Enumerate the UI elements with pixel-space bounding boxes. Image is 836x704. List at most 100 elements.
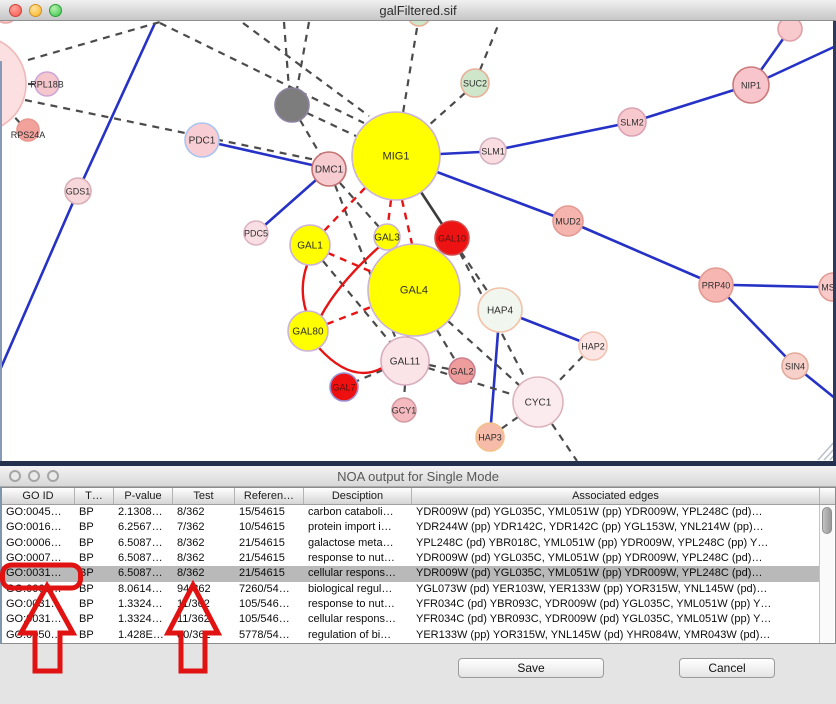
- column-header-6[interactable]: Associated edges: [412, 488, 820, 504]
- table-cell: 8/362: [177, 551, 205, 564]
- network-edge: [24, 98, 317, 162]
- network-node-GAL7[interactable]: GAL7: [329, 372, 359, 402]
- table-cell: GO:0007…: [6, 551, 62, 564]
- network-node-MIG1[interactable]: MIG1: [351, 111, 441, 201]
- network-node-RPS24A[interactable]: RPS24A: [11, 118, 46, 142]
- network-canvas[interactable]: RPL18B RPS24A GDS1 PDC1 DMC1 MIG1 SUC2 SLM1 SLM2…: [0, 0, 836, 462]
- table-row[interactable]: GO:0045… BP 2.1308… 8/362 15/54615 carbon cat…: [2, 505, 819, 521]
- network-node-PDC5[interactable]: PDC5: [243, 220, 269, 246]
- cancel-button[interactable]: Cancel: [679, 658, 775, 678]
- window-divider: [0, 461, 836, 466]
- network-edge: [0, 190, 80, 371]
- network-edge: [551, 423, 578, 462]
- network-node-HAP2[interactable]: HAP2: [578, 331, 608, 361]
- column-header-2[interactable]: P-value: [114, 488, 173, 504]
- network-node-GAL4[interactable]: GAL4: [367, 243, 461, 337]
- svg-text:SUC2: SUC2: [463, 79, 487, 89]
- svg-text:GAL11: GAL11: [390, 357, 421, 368]
- svg-text:HAP2: HAP2: [581, 342, 605, 352]
- network-node-SUC2[interactable]: SUC2: [460, 68, 490, 98]
- column-header-4[interactable]: Referen…: [235, 488, 304, 504]
- network-edge: [436, 170, 555, 218]
- network-edge: [436, 329, 456, 361]
- minimize-button[interactable]: [29, 4, 42, 17]
- zoom-button-inactive[interactable]: [47, 470, 59, 482]
- network-edge: [419, 191, 444, 225]
- network-window-title: galFiltered.sif: [379, 2, 457, 18]
- table-cell: YER133W (pp) YOR315W, YNL145W (pd) YHR08…: [416, 628, 771, 641]
- network-node-RPL18B[interactable]: RPL18B: [30, 71, 64, 97]
- table-row[interactable]: GO:0031… BP 1.3324… 11/362 105/546… cellular …: [2, 612, 819, 628]
- table-cell: YFR034C (pd) YBR093C, YDR009W (pd) YGL03…: [416, 613, 772, 626]
- svg-text:NIP1: NIP1: [741, 81, 761, 91]
- svg-text:PRP40: PRP40: [702, 281, 731, 291]
- network-edge: [282, 21, 291, 90]
- column-header-0[interactable]: GO ID: [2, 488, 75, 504]
- network-node-NIP1[interactable]: NIP1: [732, 66, 770, 104]
- network-node-GAL11[interactable]: GAL11: [380, 336, 430, 386]
- column-header-5[interactable]: Desciption: [304, 488, 412, 504]
- vertical-scrollbar[interactable]: [819, 505, 834, 643]
- table-row[interactable]: GO:0031… BP 6.5087… 8/362 21/54615 cellular r…: [2, 566, 819, 582]
- table-cell: 8.0614…: [118, 582, 163, 595]
- table-row[interactable]: GO:0031… BP 1.3324… 11/362 105/546… response …: [2, 596, 819, 613]
- close-button[interactable]: [9, 4, 22, 17]
- column-header-3[interactable]: Test: [173, 488, 235, 504]
- network-edge: [402, 384, 407, 399]
- network-edge: [323, 187, 366, 232]
- window-right-edge: [833, 21, 836, 461]
- svg-text:RPS24A: RPS24A: [11, 130, 46, 140]
- network-node-GAL2[interactable]: GAL2: [448, 357, 476, 385]
- network-node-unlabeled[interactable]: [274, 87, 310, 123]
- network-node-unlabeled[interactable]: [0, 0, 18, 24]
- scrollbar-thumb[interactable]: [822, 507, 832, 534]
- network-node-PDC1[interactable]: PDC1: [184, 122, 220, 158]
- network-edge: [460, 251, 489, 293]
- table-cell: YPL248C (pd) YBR018C, YML051W (pp) YDR00…: [416, 536, 769, 549]
- network-window-titlebar: galFiltered.sif: [0, 0, 836, 21]
- column-header-1[interactable]: T…: [75, 488, 114, 504]
- table-cell: response to nut…: [308, 551, 395, 564]
- network-node-GAL80[interactable]: GAL80: [287, 310, 329, 352]
- network-node-GAL3[interactable]: GAL3: [373, 223, 401, 251]
- window-left-edge: [0, 61, 2, 461]
- network-node-unlabeled[interactable]: [407, 3, 431, 27]
- table-cell: 5778/54…: [239, 628, 290, 641]
- table-row[interactable]: GO:0016… BP 6.2567… 7/362 10/54615 protein im…: [2, 520, 819, 536]
- network-node-HAP4[interactable]: HAP4: [477, 287, 523, 333]
- table-cell: YGL073W (pd) YER103W, YER133W (pp) YOR31…: [416, 582, 768, 595]
- network-node-CYC1[interactable]: CYC1: [512, 376, 564, 428]
- network-node-HAP3[interactable]: HAP3: [475, 422, 505, 452]
- table-cell: 1.3324…: [118, 613, 163, 626]
- network-node-SIN4[interactable]: SIN4: [781, 352, 809, 380]
- table-row[interactable]: GO:0006… BP 6.5087… 8/362 21/54615 galactose …: [2, 535, 819, 551]
- network-edge: [727, 296, 787, 358]
- svg-text:GAL10: GAL10: [438, 234, 466, 244]
- svg-text:DMC1: DMC1: [315, 165, 344, 176]
- table-row[interactable]: GO:0065… BP 8.0614… 94/362 7260/54… biologica…: [2, 581, 819, 597]
- table-cell: 8/362: [177, 506, 205, 518]
- table-row[interactable]: GO:0050… BP 1.428E… 80/362 5778/54… regulatio…: [2, 627, 819, 643]
- table-row[interactable]: GO:0007… BP 6.5087… 8/362 21/54615 response t…: [2, 550, 819, 567]
- network-node-SLM2[interactable]: SLM2: [617, 107, 647, 137]
- network-node-SLM1[interactable]: SLM1: [479, 137, 507, 165]
- network-node-PRP40[interactable]: PRP40: [698, 267, 734, 303]
- network-node-GAL10[interactable]: GAL10: [434, 220, 470, 256]
- network-node-GCY1[interactable]: GCY1: [391, 397, 417, 423]
- network-node-unlabeled[interactable]: [777, 16, 803, 42]
- save-button[interactable]: Save: [458, 658, 604, 678]
- table-cell: protein import i…: [308, 521, 392, 534]
- minimize-button-inactive[interactable]: [28, 470, 40, 482]
- noa-output-window: NOA output for Single Mode GO ID T… P-valu…: [0, 466, 836, 704]
- network-node-GDS1[interactable]: GDS1: [64, 177, 92, 205]
- network-node-DMC1[interactable]: DMC1: [311, 151, 347, 187]
- network-graph[interactable]: RPL18B RPS24A GDS1 PDC1 DMC1 MIG1 SUC2 SLM1 SLM2…: [0, 0, 836, 462]
- table-cell: GO:0065…: [6, 582, 62, 595]
- table-cell: biological regul…: [308, 582, 393, 595]
- network-node-MUD2[interactable]: MUD2: [552, 205, 584, 237]
- zoom-button[interactable]: [49, 4, 62, 17]
- network-node-unlabeled[interactable]: [0, 36, 27, 132]
- network-node-GAL1[interactable]: GAL1: [289, 224, 331, 266]
- network-edge: [76, 22, 157, 192]
- close-button-inactive[interactable]: [9, 470, 21, 482]
